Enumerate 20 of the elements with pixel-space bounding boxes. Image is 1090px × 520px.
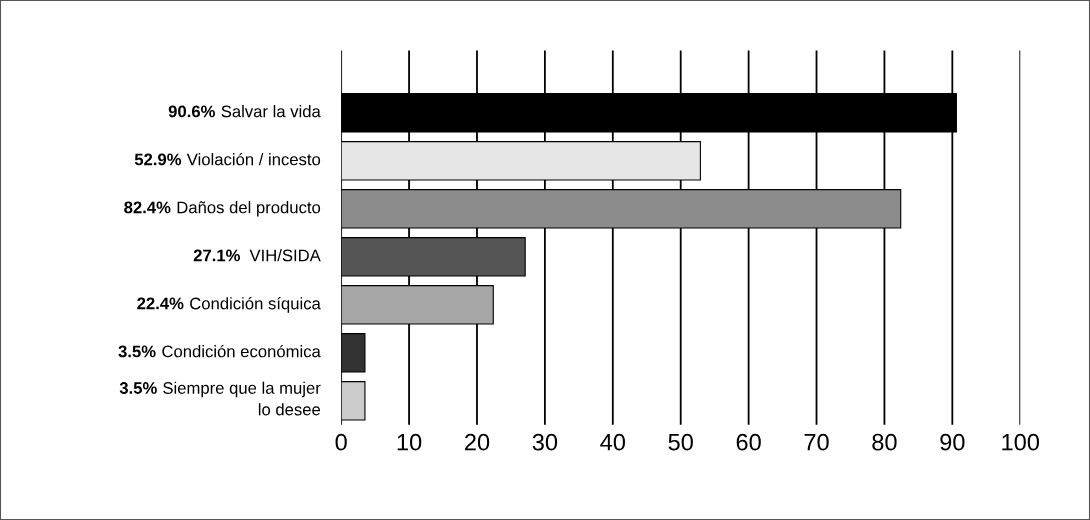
- y-tick-label: 90.6% Salvar la vida: [168, 105, 321, 118]
- y-tick-label: 3.5% Condición económica: [118, 344, 321, 358]
- y-tick-label: 22.4% Condición síquica: [137, 296, 321, 313]
- y-tick-label: 27.1% VIH/SIDA: [193, 249, 321, 262]
- x-tick-label: 70: [804, 433, 829, 451]
- bar: [341, 333, 366, 373]
- x-tick-label: 50: [668, 433, 693, 451]
- x-tick-label: 0: [335, 433, 347, 451]
- x-tick-label: 60: [736, 433, 761, 451]
- y-tick-label: 82.4% Daños del producto: [124, 201, 321, 217]
- bar: [341, 381, 366, 421]
- x-tick-label: 30: [532, 433, 558, 451]
- y-tick-label: 52.9% Violación / incesto: [134, 152, 321, 166]
- x-tick-label: 20: [465, 433, 490, 451]
- x-tick-label: 40: [600, 433, 626, 451]
- y-tick-label: 3.5% Siempre que la mujer lo desee: [119, 381, 321, 416]
- x-tick-label: 90: [940, 433, 965, 451]
- x-tick-label: 10: [397, 433, 422, 451]
- x-tick-label: 80: [872, 433, 897, 451]
- x-tick-label: 100: [1002, 433, 1040, 451]
